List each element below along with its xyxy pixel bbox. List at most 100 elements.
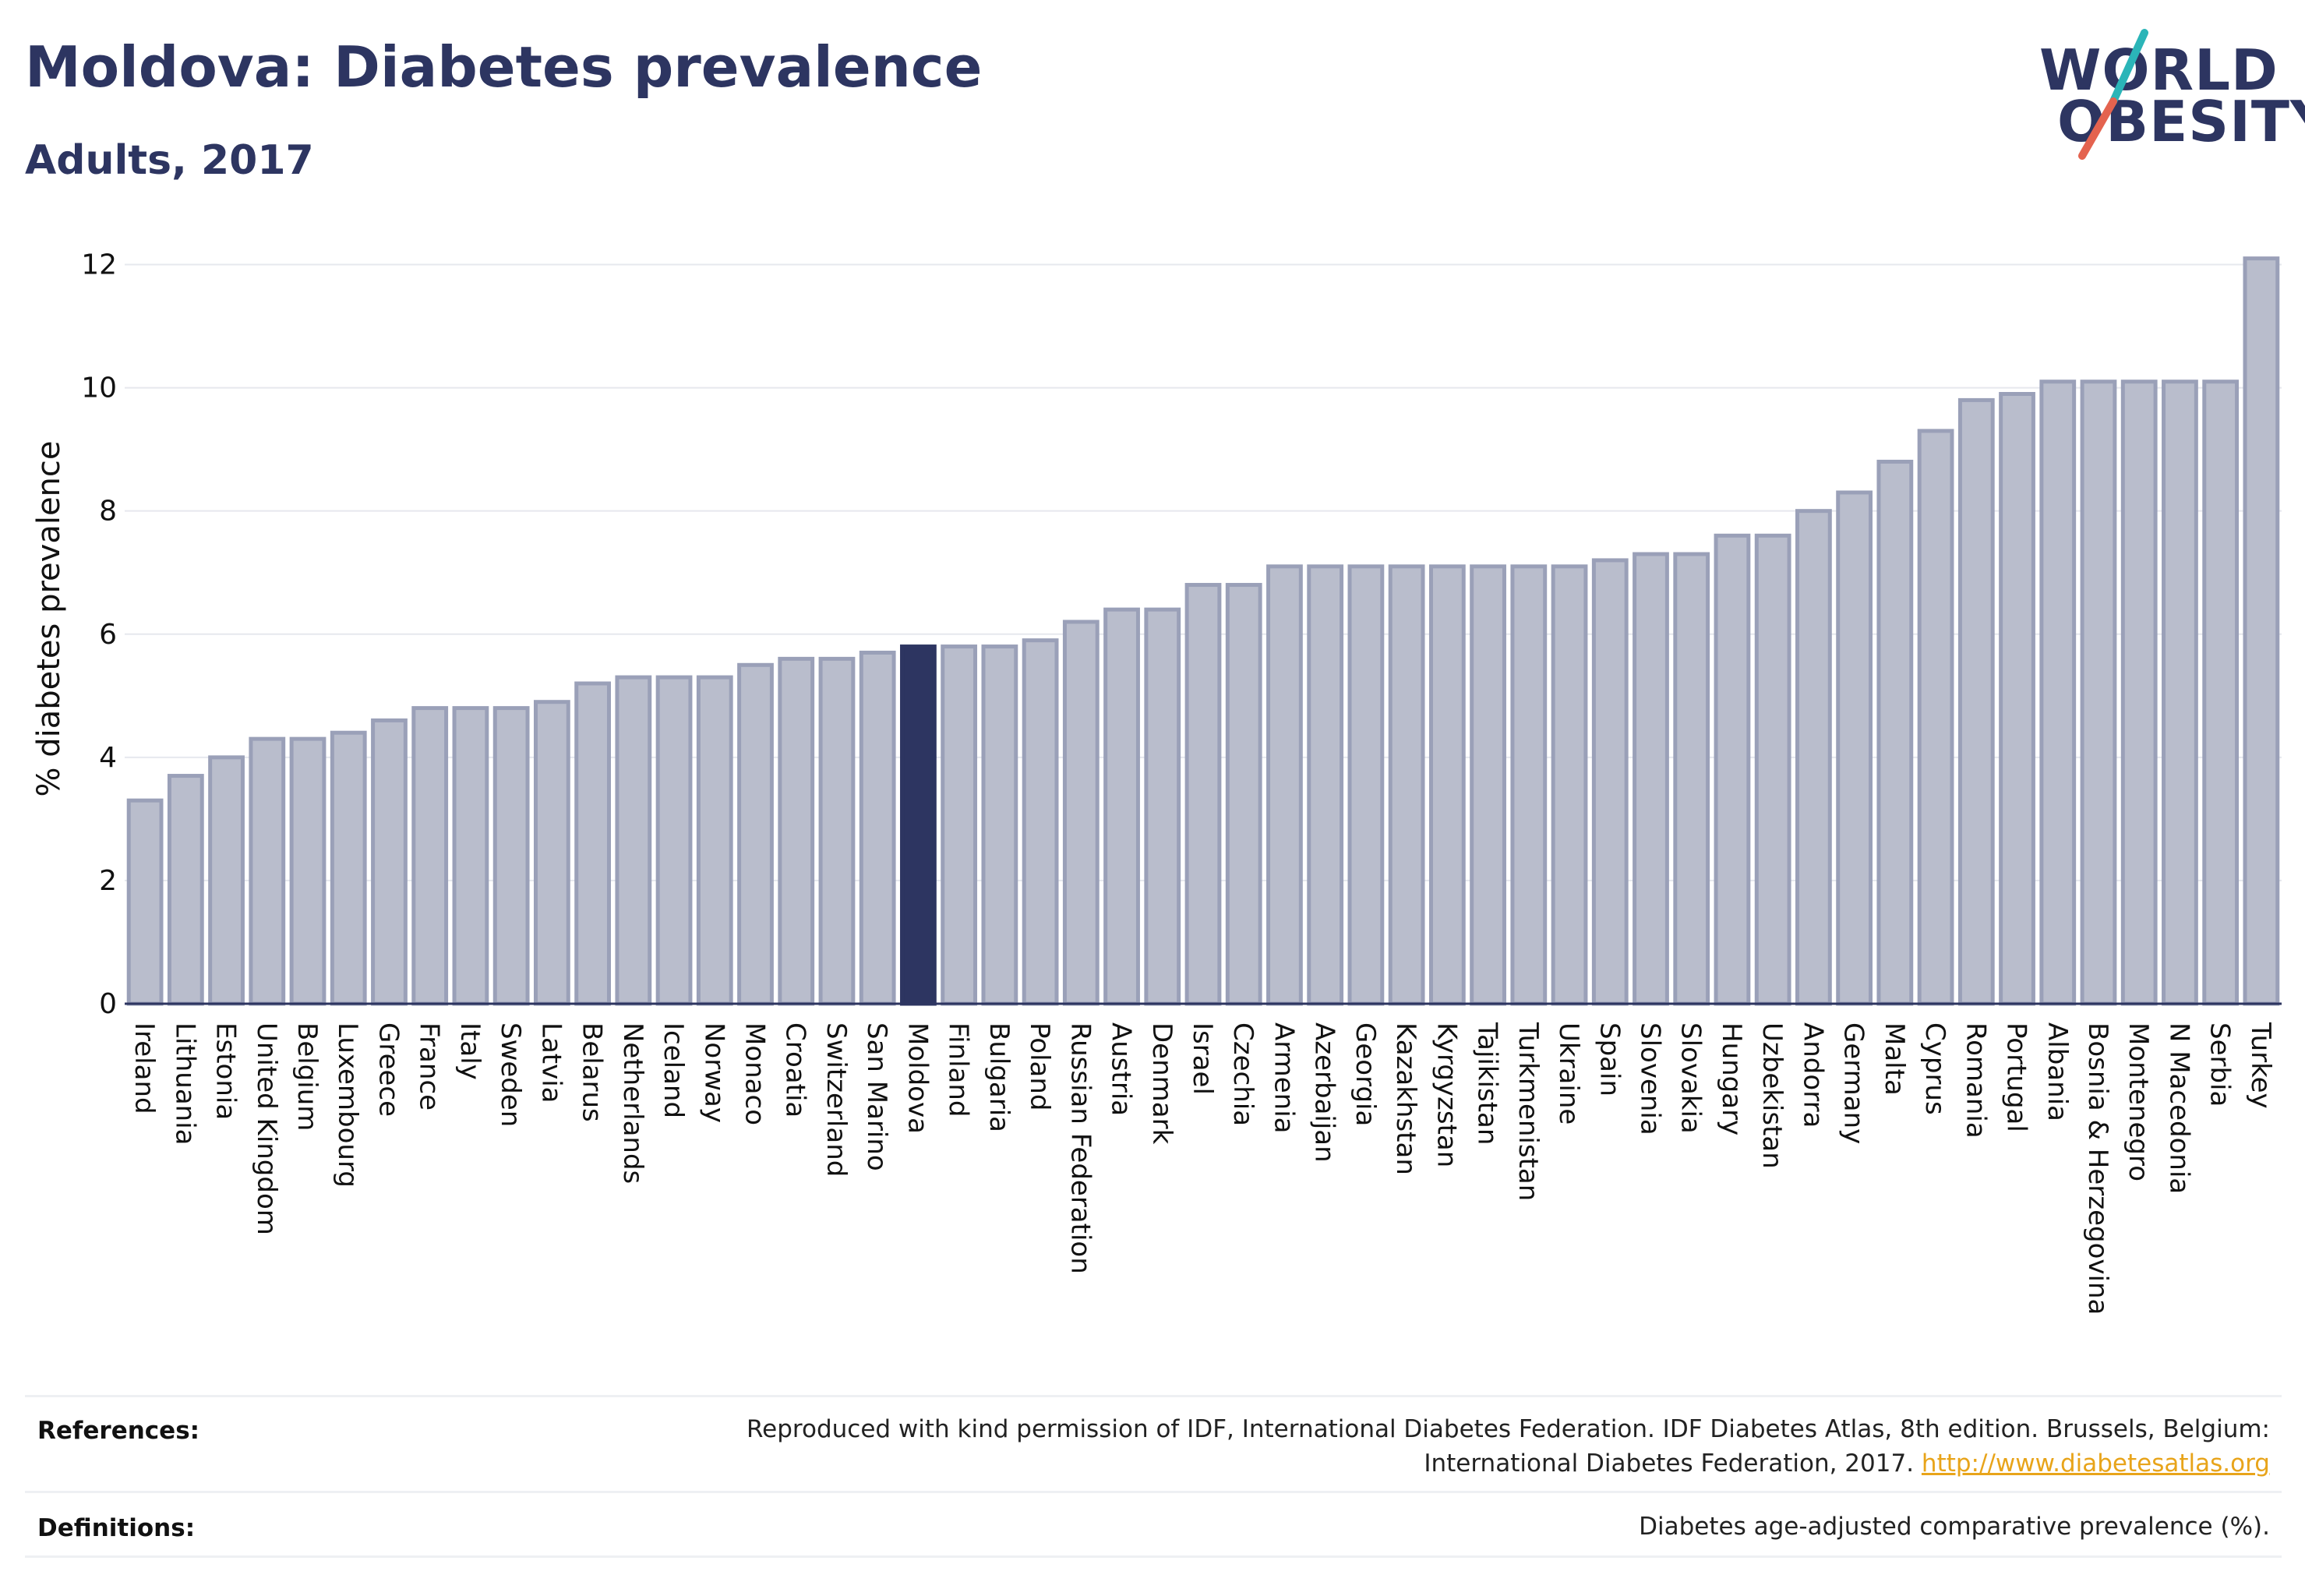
x-tick-label: Austria — [1106, 1022, 1137, 1116]
x-tick-label: Germany — [1838, 1022, 1869, 1144]
bar — [1347, 564, 1385, 1006]
bar — [1754, 533, 1791, 1006]
x-tick-label: Belgium — [291, 1022, 323, 1131]
logo-text-world: WORLD — [2039, 37, 2279, 103]
references-line-2-text: International Diabetes Federation, 2017. — [1424, 1449, 1915, 1478]
bar — [1917, 429, 1954, 1006]
bar — [1184, 583, 1222, 1006]
x-tick-label: Latvia — [535, 1022, 567, 1103]
bar — [941, 644, 978, 1006]
bar — [1388, 564, 1425, 1006]
x-tick-label: Uzbekistan — [1756, 1022, 1788, 1169]
x-tick-label: Estonia — [210, 1022, 242, 1120]
definitions-label: Definitions: — [37, 1514, 196, 1542]
x-tick-label: United Kingdom — [251, 1022, 282, 1235]
x-tick-label: Croatia — [780, 1022, 811, 1118]
footer-divider-bottom — [25, 1555, 2282, 1558]
x-tick-label: Spain — [1594, 1022, 1625, 1096]
definitions-text: Diabetes age-adjusted comparative preval… — [1639, 1513, 2270, 1541]
bar — [615, 675, 652, 1006]
x-tick-label: Lithuania — [169, 1022, 200, 1145]
x-tick-label: Belarus — [577, 1022, 608, 1122]
bar-chart: 0 2 4 6 8 10 12 % diabetes prevalence Ireland Lit… — [31, 249, 2282, 1315]
bar — [1633, 552, 1669, 1006]
bar — [1428, 564, 1466, 1006]
footer-divider-middle — [25, 1491, 2282, 1493]
bar — [1673, 552, 1710, 1006]
x-tick-label: Ukraine — [1553, 1022, 1584, 1125]
bar — [1836, 490, 1873, 1006]
y-tick-label: 12 — [81, 249, 117, 281]
bar — [1307, 564, 1344, 1006]
footer-divider-top — [25, 1395, 2282, 1397]
bar — [208, 755, 245, 1006]
x-tick-label: Israel — [1187, 1022, 1218, 1095]
x-tick-label: Portugal — [2001, 1022, 2032, 1132]
bar — [1795, 509, 1832, 1006]
bar — [1022, 638, 1059, 1006]
world-obesity-logo: WORLD OBESITY — [2026, 23, 2305, 164]
bar — [2162, 380, 2198, 1006]
bar — [2120, 380, 2158, 1006]
bar — [126, 798, 164, 1006]
x-tick-label: Finland — [943, 1022, 974, 1118]
references-line-1: Reproduced with kind permission of IDF, … — [747, 1415, 2270, 1443]
bar — [696, 675, 733, 1006]
x-tick-label: Cyprus — [1919, 1022, 1950, 1115]
x-tick-label: Greece — [372, 1022, 404, 1117]
bar — [981, 644, 1018, 1006]
x-tick-label: Bosnia & Herzegovina — [2082, 1022, 2113, 1315]
x-tick-label: Italy — [454, 1022, 485, 1080]
bar — [452, 706, 489, 1006]
bar — [1551, 564, 1588, 1006]
x-tick-label: Hungary — [1716, 1022, 1747, 1135]
bar — [2039, 380, 2077, 1006]
y-axis-label: % diabetes prevalence — [31, 440, 67, 796]
references-line-2: International Diabetes Federation, 2017.… — [747, 1446, 2270, 1481]
bar — [167, 774, 204, 1006]
x-tick-label: Czechia — [1227, 1022, 1258, 1126]
x-tick-label: Azerbaijan — [1309, 1022, 1340, 1163]
bar — [2202, 380, 2240, 1006]
bar — [859, 650, 896, 1006]
x-tick-label: Turkmenistan — [1513, 1022, 1544, 1201]
bar — [818, 656, 856, 1006]
bar — [778, 656, 815, 1006]
x-tick-label: Ireland — [129, 1022, 160, 1114]
x-tick-label: Kazakhstan — [1390, 1022, 1421, 1175]
bar — [330, 730, 367, 1006]
x-tick-label: Albania — [2042, 1022, 2073, 1121]
y-tick-label: 6 — [99, 619, 117, 651]
x-tick-label: Turkey — [2245, 1022, 2276, 1109]
bar — [289, 736, 327, 1006]
x-tick-label: N Macedonia — [2163, 1022, 2194, 1194]
x-tick-label: Iceland — [658, 1022, 689, 1118]
x-tick-label: Poland — [1024, 1022, 1055, 1111]
x-tick-label: Serbia — [2204, 1022, 2236, 1107]
bar — [533, 700, 570, 1006]
y-tick-label: 10 — [81, 373, 117, 404]
x-tick-label: Switzerland — [821, 1022, 852, 1177]
bar — [371, 718, 408, 1006]
x-tick-label: Slovenia — [1634, 1022, 1665, 1135]
references-link[interactable]: http://www.diabetesatlas.org — [1921, 1449, 2270, 1478]
x-tick-label: Romania — [1960, 1022, 1991, 1139]
x-tick-label: Kyrgyzstan — [1431, 1022, 1462, 1167]
x-tick-label: Monaco — [740, 1022, 771, 1125]
bar — [2243, 256, 2280, 1006]
references-text: Reproduced with kind permission of IDF, … — [747, 1412, 2270, 1481]
bar — [655, 675, 693, 1006]
bar — [1591, 558, 1629, 1006]
bar — [492, 706, 530, 1006]
x-tick-label: Moldova — [902, 1022, 933, 1134]
bar — [1957, 397, 1995, 1006]
y-tick-label: 4 — [99, 742, 117, 774]
page-subtitle: Adults, 2017 — [25, 137, 314, 184]
bar — [1876, 459, 1914, 1006]
logo-slash-icon — [2078, 29, 2148, 160]
x-tick-label: Malta — [1879, 1022, 1910, 1096]
bar — [2080, 380, 2117, 1006]
x-tick-label: Bulgaria — [983, 1022, 1015, 1132]
x-tick-label: Georgia — [1350, 1022, 1381, 1126]
bar — [1510, 564, 1548, 1006]
